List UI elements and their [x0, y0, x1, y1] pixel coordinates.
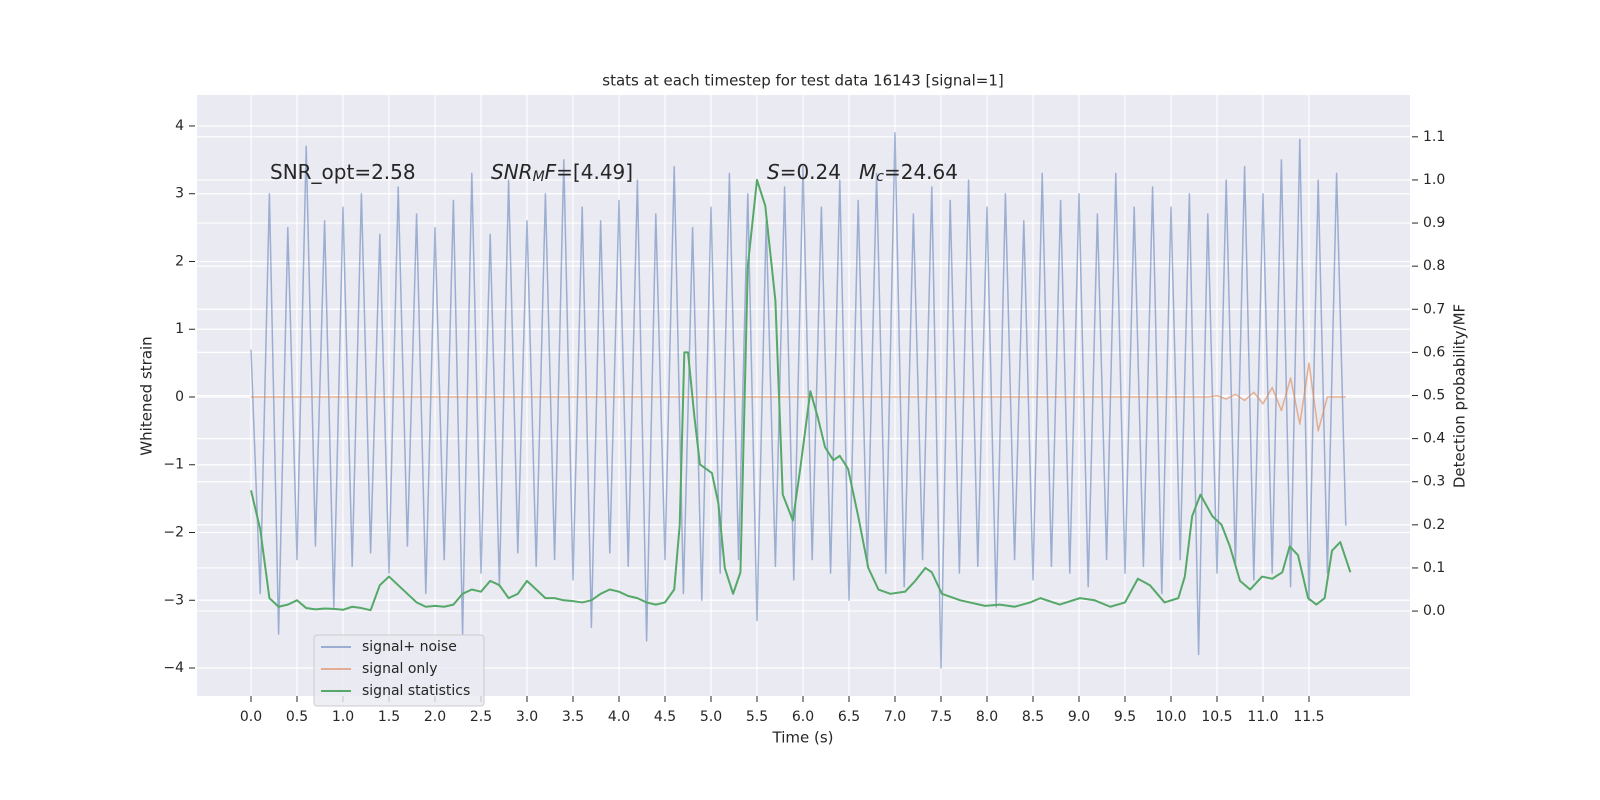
annotation: SNRMF=[4.49] — [491, 160, 633, 186]
y-axis-label: Whitened strain — [138, 336, 156, 455]
annotation-part: SNR — [491, 160, 533, 184]
annotation-part: M — [533, 169, 545, 185]
y-tick-label: 3 — [175, 186, 184, 202]
x-tick-label: 4.0 — [608, 709, 630, 725]
x-tick-label: 7.0 — [884, 709, 906, 725]
y-tick-label: 1 — [175, 321, 184, 337]
x-tick-label: 9.0 — [1068, 709, 1090, 725]
legend-label: signal+ noise — [362, 639, 457, 655]
x-tick-label: 3.5 — [562, 709, 584, 725]
y2-tick-label: 0.7 — [1423, 301, 1445, 317]
annotation-part: c — [876, 169, 884, 185]
y-tick-label: −3 — [163, 592, 184, 608]
x-tick-label: 8.5 — [1022, 709, 1044, 725]
annotation: S=0.24 — [767, 160, 841, 184]
series-line — [251, 362, 1346, 432]
chart-title: stats at each timestep for test data 161… — [602, 72, 1003, 90]
x-tick-label: 4.5 — [654, 709, 676, 725]
y2-tick-label: 0.4 — [1423, 431, 1445, 447]
annotation: SNR_opt=2.58 — [270, 160, 416, 184]
series-line — [250, 131, 1347, 669]
y-tick-label: 0 — [175, 389, 184, 405]
legend-box — [313, 634, 485, 707]
y2-axis-label: Detection probability/MF — [1451, 304, 1469, 488]
x-tick-label: 10.0 — [1155, 709, 1186, 725]
annotation-part: F — [545, 160, 557, 184]
series-line — [250, 178, 1352, 612]
legend-label: signal only — [362, 661, 437, 677]
y2-tick-label: 0.0 — [1423, 603, 1445, 619]
x-tick-label: 8.0 — [976, 709, 998, 725]
x-tick-label: 2.0 — [424, 709, 446, 725]
y2-tick-label: 0.8 — [1423, 258, 1445, 274]
foreground: 0.0 0.5 1.0 1.5 2.0 2.5 3.0 3.5 4.0 4.5 5.0 5.5 6.0 6… — [163, 118, 1445, 725]
marks — [250, 131, 1352, 669]
y2-tick-label: 1.0 — [1423, 172, 1445, 188]
x-axis-label: Time (s) — [772, 729, 834, 747]
x-tick-label: 9.5 — [1114, 709, 1136, 725]
x-tick-label: 0.5 — [286, 709, 308, 725]
x-tick-label: 2.5 — [470, 709, 492, 725]
y2-tick-label: 0.9 — [1423, 215, 1445, 231]
annotation-part: SNR_opt=2.58 — [270, 160, 416, 184]
annotation-part: S — [767, 160, 780, 184]
y2-tick-label: 0.1 — [1423, 560, 1445, 576]
annotation-part: =[4.49] — [556, 160, 633, 184]
x-tick-label: 0.0 — [240, 709, 262, 725]
x-tick-label: 5.5 — [746, 709, 768, 725]
x-tick-label: 5.0 — [700, 709, 722, 725]
y2-tick-label: 0.5 — [1423, 388, 1445, 404]
x-tick-label: 1.0 — [332, 709, 354, 725]
y-tick-label: −4 — [163, 660, 184, 676]
annotation-part: M — [859, 160, 876, 184]
x-tick-label: 6.5 — [838, 709, 860, 725]
x-tick-label: 3.0 — [516, 709, 538, 725]
x-tick-label: 1.5 — [378, 709, 400, 725]
y2-tick-label: 1.1 — [1423, 129, 1445, 145]
y-tick-label: 4 — [175, 118, 184, 134]
x-tick-label: 11.5 — [1293, 709, 1324, 725]
y-tick-label: −1 — [163, 457, 184, 473]
y2-tick-label: 0.2 — [1423, 517, 1445, 533]
x-tick-label: 6.0 — [792, 709, 814, 725]
annotation-part: =0.24 — [780, 160, 841, 184]
annotation-part: =24.64 — [884, 160, 958, 184]
x-tick-label: 10.5 — [1201, 709, 1232, 725]
y2-tick-label: 0.6 — [1423, 344, 1445, 360]
grid — [197, 95, 1410, 696]
annotation: Mc=24.64 — [859, 160, 958, 186]
legend-label: signal statistics — [362, 683, 470, 699]
x-tick-label: 7.5 — [930, 709, 952, 725]
y-tick-label: 2 — [175, 253, 184, 269]
x-tick-label: 11.0 — [1247, 709, 1278, 725]
y-tick-label: −2 — [163, 525, 184, 541]
y2-tick-label: 0.3 — [1423, 474, 1445, 490]
